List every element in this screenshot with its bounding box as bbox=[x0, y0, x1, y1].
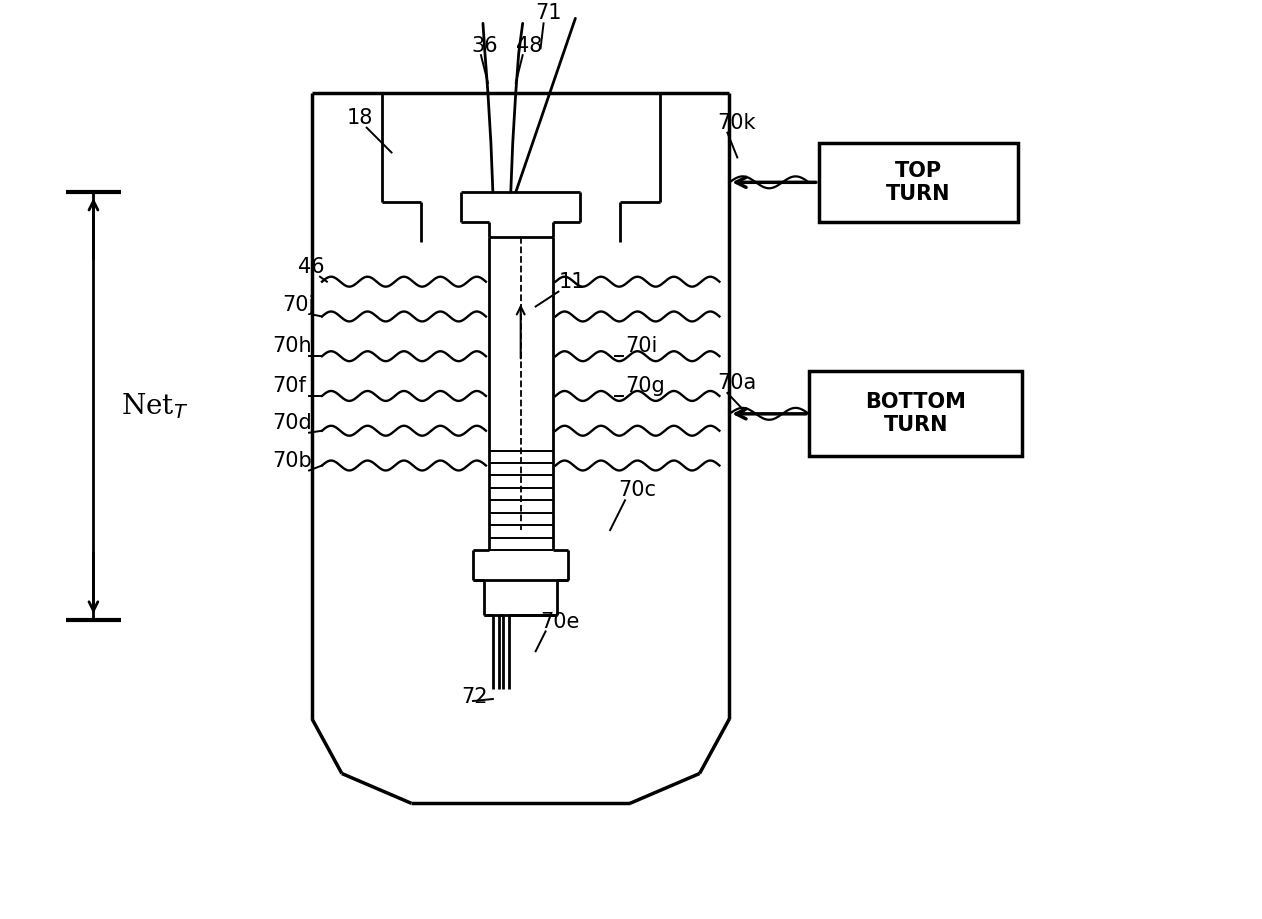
Text: 70b: 70b bbox=[273, 450, 312, 471]
Text: 70c: 70c bbox=[618, 481, 656, 500]
Text: 36: 36 bbox=[471, 36, 497, 56]
Text: 18: 18 bbox=[347, 108, 374, 128]
Bar bbox=[819, 142, 1017, 222]
Text: 70h: 70h bbox=[273, 336, 312, 357]
Text: 70f: 70f bbox=[273, 376, 307, 396]
Text: TOP
TURN: TOP TURN bbox=[886, 161, 950, 204]
Text: 71: 71 bbox=[535, 4, 562, 23]
Text: 70j: 70j bbox=[283, 294, 314, 314]
Text: 70i: 70i bbox=[625, 336, 658, 357]
Text: 70e: 70e bbox=[540, 611, 581, 631]
Text: 70d: 70d bbox=[273, 413, 312, 433]
Text: 72: 72 bbox=[461, 687, 487, 707]
Text: 70k: 70k bbox=[717, 113, 756, 132]
Text: Net$_T$: Net$_T$ bbox=[121, 391, 188, 421]
Text: 11: 11 bbox=[559, 272, 586, 291]
Text: BOTTOM
TURN: BOTTOM TURN bbox=[866, 391, 967, 435]
Text: 48: 48 bbox=[516, 36, 543, 56]
Text: 46: 46 bbox=[298, 256, 324, 277]
Text: 70g: 70g bbox=[625, 376, 665, 396]
Bar bbox=[809, 371, 1022, 456]
Text: 70a: 70a bbox=[717, 373, 757, 393]
